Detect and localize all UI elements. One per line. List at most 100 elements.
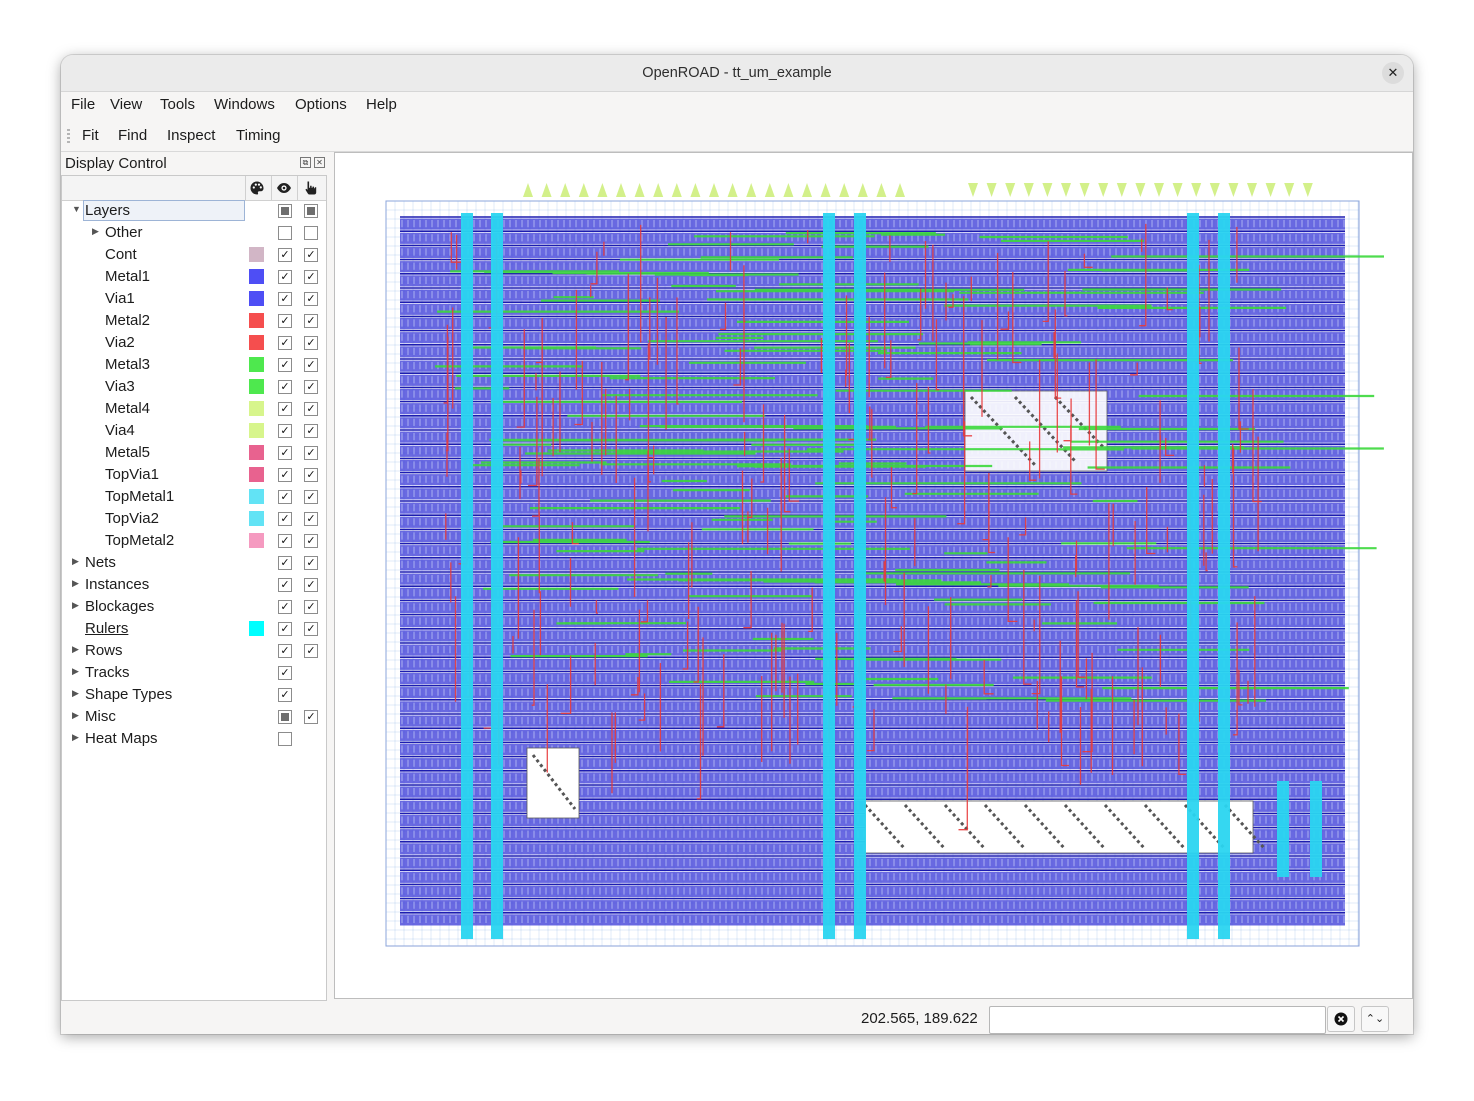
tree-row-heat-maps[interactable]: ▶ Heat Maps <box>62 728 326 750</box>
selectable-checkbox[interactable]: ✓ <box>304 292 318 306</box>
color-swatch[interactable] <box>249 379 264 394</box>
selectable-checkbox[interactable]: ✓ <box>304 336 318 350</box>
visible-checkbox[interactable]: ✓ <box>278 534 292 548</box>
expand-arrow-icon[interactable]: ▶ <box>72 556 79 566</box>
visible-checkbox[interactable]: ✓ <box>278 446 292 460</box>
display-control-tree[interactable]: ▼ Layers ▶ Other Cont ✓ ✓ Metal1 ✓ ✓ Via1 ✓ ✓ Metal2 ✓… <box>61 175 327 1001</box>
visible-checkbox[interactable]: ✓ <box>278 270 292 284</box>
color-swatch[interactable] <box>249 291 264 306</box>
selectable-checkbox[interactable]: ✓ <box>304 578 318 592</box>
visible-checkbox[interactable]: ✓ <box>278 402 292 416</box>
toolbar-grip[interactable] <box>67 129 70 145</box>
visible-checkbox[interactable]: ✓ <box>278 688 292 702</box>
tree-row-topmetal1[interactable]: TopMetal1 ✓ ✓ <box>62 486 326 508</box>
visible-checkbox[interactable] <box>278 204 292 218</box>
find-button[interactable]: Find <box>118 127 148 144</box>
expand-console-button[interactable]: ⌃⌄ <box>1361 1006 1389 1032</box>
tree-row-rows[interactable]: ▶ Rows ✓ ✓ <box>62 640 326 662</box>
expand-arrow-icon[interactable]: ▶ <box>72 732 79 742</box>
selectable-checkbox[interactable]: ✓ <box>304 512 318 526</box>
selectable-checkbox[interactable] <box>304 226 318 240</box>
menu-help[interactable]: Help <box>366 96 397 113</box>
tree-row-topvia1[interactable]: TopVia1 ✓ ✓ <box>62 464 326 486</box>
selectable-checkbox[interactable]: ✓ <box>304 270 318 284</box>
expand-arrow-icon[interactable]: ▶ <box>92 226 99 236</box>
color-swatch[interactable] <box>249 467 264 482</box>
visible-checkbox[interactable]: ✓ <box>278 578 292 592</box>
expand-arrow-icon[interactable]: ▶ <box>72 666 79 676</box>
collapse-arrow-icon[interactable]: ▼ <box>72 204 81 214</box>
tree-row-topvia2[interactable]: TopVia2 ✓ ✓ <box>62 508 326 530</box>
selectable-checkbox[interactable]: ✓ <box>304 424 318 438</box>
selectable-checkbox[interactable]: ✓ <box>304 600 318 614</box>
visible-checkbox[interactable]: ✓ <box>278 512 292 526</box>
tree-row-nets[interactable]: ▶ Nets ✓ ✓ <box>62 552 326 574</box>
tree-row-blockages[interactable]: ▶ Blockages ✓ ✓ <box>62 596 326 618</box>
menu-options[interactable]: Options <box>295 96 347 113</box>
tree-row-instances[interactable]: ▶ Instances ✓ ✓ <box>62 574 326 596</box>
tree-row-layers[interactable]: ▼ Layers <box>62 200 326 222</box>
menu-view[interactable]: View <box>110 96 143 113</box>
selectable-checkbox[interactable]: ✓ <box>304 358 318 372</box>
selectable-checkbox[interactable]: ✓ <box>304 468 318 482</box>
tree-row-via4[interactable]: Via4 ✓ ✓ <box>62 420 326 442</box>
selectable-checkbox[interactable]: ✓ <box>304 556 318 570</box>
clear-command-button[interactable] <box>1327 1006 1355 1032</box>
dock-close-icon[interactable]: ✕ <box>314 157 325 168</box>
expand-arrow-icon[interactable]: ▶ <box>72 644 79 654</box>
tree-row-topmetal2[interactable]: TopMetal2 ✓ ✓ <box>62 530 326 552</box>
visible-checkbox[interactable]: ✓ <box>278 556 292 570</box>
visible-checkbox[interactable]: ✓ <box>278 380 292 394</box>
visible-checkbox[interactable]: ✓ <box>278 666 292 680</box>
dock-float-icon[interactable]: ⧉ <box>300 157 311 168</box>
tree-row-metal1[interactable]: Metal1 ✓ ✓ <box>62 266 326 288</box>
selectable-checkbox[interactable]: ✓ <box>304 402 318 416</box>
color-swatch[interactable] <box>249 247 264 262</box>
tree-row-metal3[interactable]: Metal3 ✓ ✓ <box>62 354 326 376</box>
color-swatch[interactable] <box>249 621 264 636</box>
color-swatch[interactable] <box>249 313 264 328</box>
selectable-checkbox[interactable]: ✓ <box>304 644 318 658</box>
color-swatch[interactable] <box>249 445 264 460</box>
tree-row-shape-types[interactable]: ▶ Shape Types ✓ <box>62 684 326 706</box>
selectable-checkbox[interactable]: ✓ <box>304 248 318 262</box>
color-swatch[interactable] <box>249 357 264 372</box>
layout-canvas[interactable] <box>335 153 1412 998</box>
tree-row-metal4[interactable]: Metal4 ✓ ✓ <box>62 398 326 420</box>
expand-arrow-icon[interactable]: ▶ <box>72 710 79 720</box>
visible-checkbox[interactable] <box>278 710 292 724</box>
color-swatch[interactable] <box>249 511 264 526</box>
visible-checkbox[interactable]: ✓ <box>278 468 292 482</box>
selectable-checkbox[interactable]: ✓ <box>304 380 318 394</box>
color-swatch[interactable] <box>249 423 264 438</box>
color-swatch[interactable] <box>249 269 264 284</box>
visible-checkbox[interactable]: ✓ <box>278 622 292 636</box>
selectable-checkbox[interactable]: ✓ <box>304 446 318 460</box>
tree-row-other[interactable]: ▶ Other <box>62 222 326 244</box>
visible-checkbox[interactable]: ✓ <box>278 314 292 328</box>
tree-row-cont[interactable]: Cont ✓ ✓ <box>62 244 326 266</box>
tree-row-tracks[interactable]: ▶ Tracks ✓ <box>62 662 326 684</box>
visible-checkbox[interactable]: ✓ <box>278 644 292 658</box>
tree-row-metal2[interactable]: Metal2 ✓ ✓ <box>62 310 326 332</box>
inspect-button[interactable]: Inspect <box>167 127 216 144</box>
color-swatch[interactable] <box>249 401 264 416</box>
expand-arrow-icon[interactable]: ▶ <box>72 688 79 698</box>
visible-checkbox[interactable] <box>278 226 292 240</box>
fit-button[interactable]: Fit <box>82 127 99 144</box>
color-swatch[interactable] <box>249 489 264 504</box>
selectable-checkbox[interactable]: ✓ <box>304 710 318 724</box>
tree-row-via1[interactable]: Via1 ✓ ✓ <box>62 288 326 310</box>
visible-checkbox[interactable]: ✓ <box>278 292 292 306</box>
tree-row-metal5[interactable]: Metal5 ✓ ✓ <box>62 442 326 464</box>
tree-row-via3[interactable]: Via3 ✓ ✓ <box>62 376 326 398</box>
tree-row-misc[interactable]: ▶ Misc ✓ <box>62 706 326 728</box>
visible-checkbox[interactable]: ✓ <box>278 490 292 504</box>
selectable-checkbox[interactable] <box>304 204 318 218</box>
selectable-checkbox[interactable]: ✓ <box>304 622 318 636</box>
menu-tools[interactable]: Tools <box>160 96 196 113</box>
tcl-command-input[interactable] <box>989 1006 1326 1034</box>
selectable-checkbox[interactable]: ✓ <box>304 490 318 504</box>
timing-button[interactable]: Timing <box>236 127 281 144</box>
color-swatch[interactable] <box>249 335 264 350</box>
